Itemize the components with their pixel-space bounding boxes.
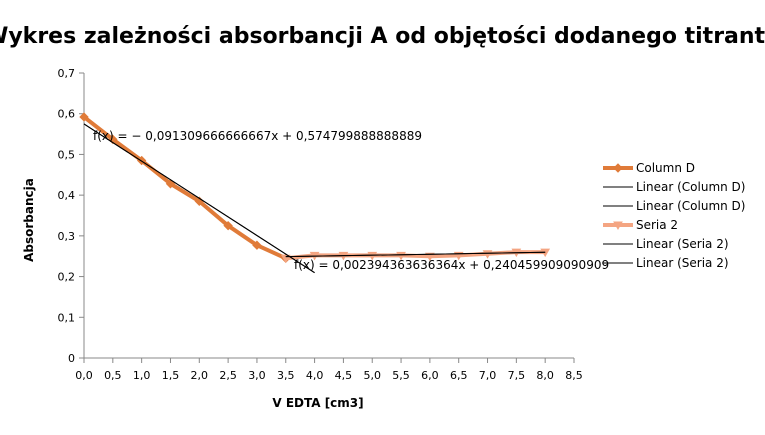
y-tick-label: 0,5 xyxy=(58,148,76,161)
x-tick-label: 6,5 xyxy=(450,369,468,382)
data-point xyxy=(252,240,262,250)
x-tick-label: 7,5 xyxy=(508,369,526,382)
data-point xyxy=(425,252,435,262)
y-tick-label: 0,1 xyxy=(58,311,76,324)
data-point xyxy=(367,251,378,261)
legend-item: Linear (Seria 2) xyxy=(603,237,729,251)
legend-item: Linear (Column D) xyxy=(603,180,745,194)
x-tick-label: 0,5 xyxy=(104,369,122,382)
legend-item: Linear (Seria 2) xyxy=(603,256,729,270)
legend-marker xyxy=(613,221,623,231)
legend-label: Column D xyxy=(636,161,695,175)
y-tick-label: 0,4 xyxy=(58,189,76,202)
y-axis-title: Absorbancja xyxy=(22,178,36,262)
legend-label: Linear (Column D) xyxy=(636,180,745,194)
data-point xyxy=(79,112,89,122)
x-tick-label: 4,5 xyxy=(335,369,353,382)
x-tick-label: 7,0 xyxy=(479,369,497,382)
y-tick-label: 0,7 xyxy=(58,67,76,80)
plot-area: 0 0,1 0,2 0,3 0,4 0,5 0,6 0,7 0,0 0,5 1,0 1,5 2,0 2,5… xyxy=(58,67,610,382)
legend-label: Linear (Column D) xyxy=(636,199,745,213)
legend-item: Linear (Column D) xyxy=(603,199,745,213)
x-tick-label: 3,5 xyxy=(277,369,295,382)
x-tick-label: 8,5 xyxy=(565,369,583,382)
y-tick-label: 0,2 xyxy=(58,271,76,284)
x-tick-label: 8,0 xyxy=(536,369,554,382)
x-tick-label: 3,0 xyxy=(248,369,266,382)
x-tick-label: 4,0 xyxy=(306,369,324,382)
x-tick-label: 5,5 xyxy=(392,369,410,382)
legend-label: Linear (Seria 2) xyxy=(636,256,729,270)
trendline-2 xyxy=(83,123,315,274)
legend-marker xyxy=(613,163,623,173)
chart-title: Wykres zależności absorbancji A od objęt… xyxy=(0,24,765,49)
data-point xyxy=(223,220,233,231)
x-tick-label: 2,5 xyxy=(219,369,237,382)
legend-item: Column D xyxy=(603,161,695,175)
x-tick-label: 6,0 xyxy=(421,369,439,382)
legend: Column D Linear (Column D) Linear (Column … xyxy=(603,161,745,270)
data-point xyxy=(482,250,493,259)
y-tick-label: 0,3 xyxy=(58,230,76,243)
data-point xyxy=(165,179,176,189)
x-tick-label: 1,5 xyxy=(162,369,180,382)
legend-label: Linear (Seria 2) xyxy=(636,237,729,251)
y-tick-label: 0 xyxy=(68,352,75,365)
legend-item: Seria 2 xyxy=(603,218,678,232)
series-line-1 xyxy=(82,115,287,261)
x-tick-label: 5,0 xyxy=(363,369,381,382)
x-tick-label: 2,0 xyxy=(191,369,209,382)
y-tick-label: 0,6 xyxy=(58,108,76,121)
data-point xyxy=(396,251,406,261)
x-tick-label: 0,0 xyxy=(75,369,93,382)
x-tick-label: 1,0 xyxy=(133,369,151,382)
trendline-4 xyxy=(285,251,546,258)
trendline-equation: f(x) = − 0,091309666666667x + 0,57479988… xyxy=(93,129,422,143)
legend-label: Seria 2 xyxy=(636,218,678,232)
x-axis-title: V EDTA [cm3] xyxy=(272,396,363,410)
trendline-equation: f(x) = 0,002394363636364x + 0,2404599090… xyxy=(294,258,609,272)
